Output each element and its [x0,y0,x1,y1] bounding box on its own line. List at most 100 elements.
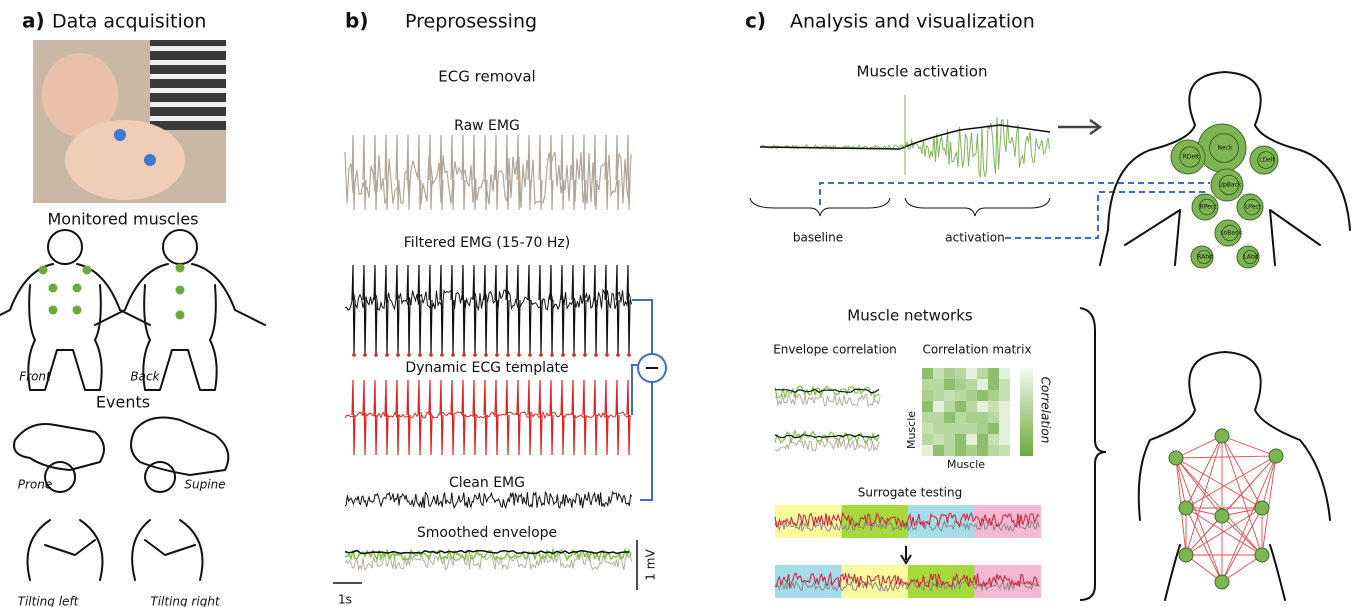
label: Monitored muscles [47,210,198,229]
matrix-cell [988,445,999,456]
network-node [1255,501,1269,515]
link-dashed [820,183,1210,238]
matrix-cell [933,379,944,390]
muscle-dot [83,266,92,275]
label: Muscle [905,411,918,449]
r-peak [462,353,466,357]
r-peak [627,353,631,357]
label: RAbd [1197,254,1213,261]
matrix-cell [999,368,1010,379]
label: baseline [793,231,843,245]
label: LoBack [1220,230,1242,237]
matrix-cell [944,423,955,434]
label: Surrogate testing [858,486,962,500]
r-peak [583,353,587,357]
label: Dynamic ECG template [405,360,568,376]
matrix-cell [999,434,1010,445]
matrix-cell [977,423,988,434]
network-node [1179,548,1193,562]
matrix-cell [977,379,988,390]
matrix-cell [922,412,933,423]
matrix-cell [944,390,955,401]
matrix-cell [966,401,977,412]
muscle-dot [73,284,82,293]
label: Filtered EMG (15-70 Hz) [404,235,570,251]
matrix-cell [966,390,977,401]
matrix-cell [922,379,933,390]
label: c) [745,9,766,33]
matrix-cell [988,434,999,445]
matrix-cell [944,445,955,456]
infant-body [95,264,265,390]
infant-head [163,230,197,264]
r-peak [440,353,444,357]
matrix-cell [988,423,999,434]
matrix-cell [933,412,944,423]
r-peak [605,353,609,357]
muscle-dot [49,284,58,293]
label: RDelt [1183,154,1200,161]
ecg-spikes [352,265,630,355]
label: activation [945,231,1004,245]
matrix-cell [922,423,933,434]
matrix-cell [988,368,999,379]
r-peak [473,353,477,357]
signal-trace [775,435,879,438]
photo-electrode [114,129,126,141]
label: Tilting left [18,595,80,607]
matrix-cell [999,412,1010,423]
matrix-cell [955,368,966,379]
matrix-cell [977,368,988,379]
label: 1 mV [644,549,658,581]
matrix-cell [988,390,999,401]
matrix-cell [922,401,933,412]
matrix-cell [944,379,955,390]
photo-stripe [150,60,226,65]
matrix-cell [988,379,999,390]
matrix-cell [922,445,933,456]
brace [905,198,1050,216]
matrix-cell [999,401,1010,412]
photo-stripe [150,46,226,51]
network-node [1215,429,1229,443]
matrix-cell [955,423,966,434]
signal-trace [775,394,880,406]
r-peak [352,353,356,357]
matrix-cell [966,445,977,456]
label: Clean EMG [449,475,525,491]
r-peak [561,353,565,357]
label: Correlation [1039,377,1053,444]
matrix-cell [977,390,988,401]
matrix-cell [922,368,933,379]
photo-stripe [150,116,226,121]
photo-stripe [150,88,226,93]
matrix-cell [977,434,988,445]
prone-outline [14,424,104,470]
muscle-dot [176,311,185,320]
signal-trace [345,492,632,508]
supine-outline [131,418,228,475]
matrix-cell [988,412,999,423]
label: a) [22,9,45,33]
label: Events [96,393,150,412]
matrix-cell [933,368,944,379]
r-peak [407,353,411,357]
matrix-cell [966,434,977,445]
matrix-cell [977,445,988,456]
arrow [1058,120,1100,134]
matrix-cell [944,401,955,412]
matrix-cell [955,434,966,445]
r-peak [517,353,521,357]
label: UpBack [1219,182,1242,189]
infant-head [48,230,82,264]
r-peak [418,353,422,357]
label: LPect [1245,204,1262,211]
r-peak [528,353,532,357]
r-peak [594,353,598,357]
matrix-cell [944,368,955,379]
label: b) [345,9,368,33]
matrix-cell [955,412,966,423]
matrix-cell [977,401,988,412]
matrix-cell [999,379,1010,390]
label: Muscle [947,458,985,471]
